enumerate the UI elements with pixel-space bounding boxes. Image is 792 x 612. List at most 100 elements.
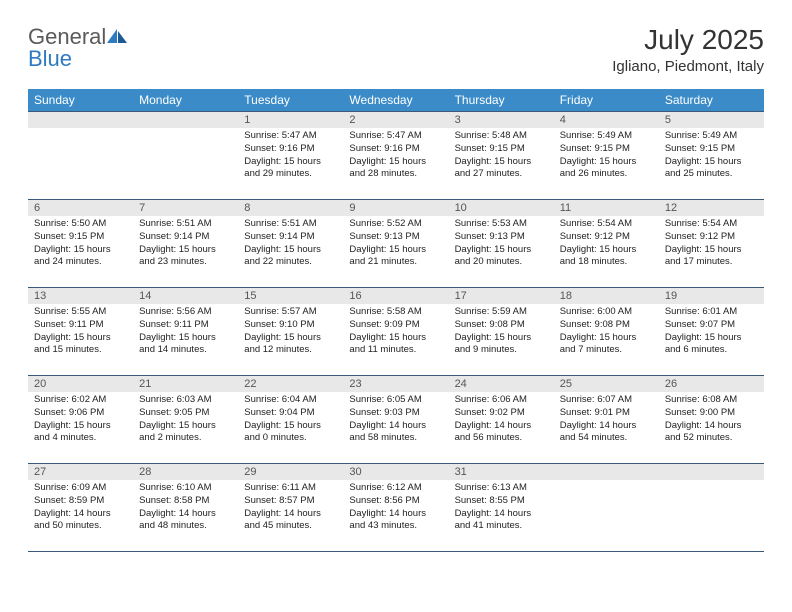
calendar-cell: 24Sunrise: 6:06 AMSunset: 9:02 PMDayligh…: [449, 376, 554, 464]
day-content: [133, 128, 238, 134]
day-number: 22: [238, 376, 343, 392]
day-number: 10: [449, 200, 554, 216]
day-number: 24: [449, 376, 554, 392]
day-content: Sunrise: 6:11 AMSunset: 8:57 PMDaylight:…: [238, 480, 343, 537]
calendar-cell: [28, 112, 133, 200]
header: General July 2025 Igliano, Piedmont, Ita…: [28, 24, 764, 75]
calendar-row: 1Sunrise: 5:47 AMSunset: 9:16 PMDaylight…: [28, 112, 764, 200]
day-number: 1: [238, 112, 343, 128]
day-number: 13: [28, 288, 133, 304]
calendar-body: 1Sunrise: 5:47 AMSunset: 9:16 PMDaylight…: [28, 112, 764, 552]
day-number: 25: [554, 376, 659, 392]
calendar-cell: [554, 464, 659, 552]
day-content: Sunrise: 5:48 AMSunset: 9:15 PMDaylight:…: [449, 128, 554, 185]
day-number: 12: [659, 200, 764, 216]
day-content: Sunrise: 5:57 AMSunset: 9:10 PMDaylight:…: [238, 304, 343, 361]
weekday-header: Wednesday: [343, 89, 448, 112]
calendar-cell: [659, 464, 764, 552]
calendar-cell: 4Sunrise: 5:49 AMSunset: 9:15 PMDaylight…: [554, 112, 659, 200]
day-content: Sunrise: 5:54 AMSunset: 9:12 PMDaylight:…: [554, 216, 659, 273]
calendar-cell: 8Sunrise: 5:51 AMSunset: 9:14 PMDaylight…: [238, 200, 343, 288]
day-number: 21: [133, 376, 238, 392]
calendar-cell: 22Sunrise: 6:04 AMSunset: 9:04 PMDayligh…: [238, 376, 343, 464]
day-number: [554, 464, 659, 480]
day-number: 8: [238, 200, 343, 216]
day-content: Sunrise: 5:58 AMSunset: 9:09 PMDaylight:…: [343, 304, 448, 361]
day-content: Sunrise: 5:47 AMSunset: 9:16 PMDaylight:…: [343, 128, 448, 185]
day-number: [28, 112, 133, 128]
day-number: 29: [238, 464, 343, 480]
day-number: 7: [133, 200, 238, 216]
weekday-header: Monday: [133, 89, 238, 112]
day-number: 19: [659, 288, 764, 304]
weekday-header: Saturday: [659, 89, 764, 112]
day-content: Sunrise: 6:04 AMSunset: 9:04 PMDaylight:…: [238, 392, 343, 449]
calendar-cell: 25Sunrise: 6:07 AMSunset: 9:01 PMDayligh…: [554, 376, 659, 464]
calendar-cell: 15Sunrise: 5:57 AMSunset: 9:10 PMDayligh…: [238, 288, 343, 376]
calendar-cell: 7Sunrise: 5:51 AMSunset: 9:14 PMDaylight…: [133, 200, 238, 288]
day-number: 5: [659, 112, 764, 128]
calendar-cell: 29Sunrise: 6:11 AMSunset: 8:57 PMDayligh…: [238, 464, 343, 552]
weekday-header-row: SundayMondayTuesdayWednesdayThursdayFrid…: [28, 89, 764, 112]
day-content: [28, 128, 133, 134]
day-content: Sunrise: 6:12 AMSunset: 8:56 PMDaylight:…: [343, 480, 448, 537]
calendar-cell: 31Sunrise: 6:13 AMSunset: 8:55 PMDayligh…: [449, 464, 554, 552]
day-content: Sunrise: 5:55 AMSunset: 9:11 PMDaylight:…: [28, 304, 133, 361]
calendar-cell: 12Sunrise: 5:54 AMSunset: 9:12 PMDayligh…: [659, 200, 764, 288]
location: Igliano, Piedmont, Italy: [612, 58, 764, 75]
calendar-row: 20Sunrise: 6:02 AMSunset: 9:06 PMDayligh…: [28, 376, 764, 464]
weekday-header: Sunday: [28, 89, 133, 112]
day-content: [659, 480, 764, 486]
day-number: 18: [554, 288, 659, 304]
calendar-cell: 3Sunrise: 5:48 AMSunset: 9:15 PMDaylight…: [449, 112, 554, 200]
calendar-cell: 17Sunrise: 5:59 AMSunset: 9:08 PMDayligh…: [449, 288, 554, 376]
calendar-cell: 5Sunrise: 5:49 AMSunset: 9:15 PMDaylight…: [659, 112, 764, 200]
day-content: Sunrise: 6:08 AMSunset: 9:00 PMDaylight:…: [659, 392, 764, 449]
day-content: Sunrise: 6:02 AMSunset: 9:06 PMDaylight:…: [28, 392, 133, 449]
day-number: 2: [343, 112, 448, 128]
day-number: 3: [449, 112, 554, 128]
calendar-cell: [133, 112, 238, 200]
day-number: 23: [343, 376, 448, 392]
sail-icon: [106, 28, 128, 44]
calendar-cell: 21Sunrise: 6:03 AMSunset: 9:05 PMDayligh…: [133, 376, 238, 464]
calendar-cell: 1Sunrise: 5:47 AMSunset: 9:16 PMDaylight…: [238, 112, 343, 200]
calendar-cell: 11Sunrise: 5:54 AMSunset: 9:12 PMDayligh…: [554, 200, 659, 288]
calendar-cell: 19Sunrise: 6:01 AMSunset: 9:07 PMDayligh…: [659, 288, 764, 376]
day-content: Sunrise: 6:07 AMSunset: 9:01 PMDaylight:…: [554, 392, 659, 449]
day-number: 28: [133, 464, 238, 480]
day-content: Sunrise: 5:47 AMSunset: 9:16 PMDaylight:…: [238, 128, 343, 185]
day-number: 11: [554, 200, 659, 216]
calendar-cell: 23Sunrise: 6:05 AMSunset: 9:03 PMDayligh…: [343, 376, 448, 464]
calendar-cell: 2Sunrise: 5:47 AMSunset: 9:16 PMDaylight…: [343, 112, 448, 200]
day-number: 6: [28, 200, 133, 216]
calendar-cell: 6Sunrise: 5:50 AMSunset: 9:15 PMDaylight…: [28, 200, 133, 288]
day-number: 31: [449, 464, 554, 480]
calendar-cell: 26Sunrise: 6:08 AMSunset: 9:00 PMDayligh…: [659, 376, 764, 464]
calendar-row: 27Sunrise: 6:09 AMSunset: 8:59 PMDayligh…: [28, 464, 764, 552]
day-number: 4: [554, 112, 659, 128]
calendar-cell: 13Sunrise: 5:55 AMSunset: 9:11 PMDayligh…: [28, 288, 133, 376]
calendar-cell: 10Sunrise: 5:53 AMSunset: 9:13 PMDayligh…: [449, 200, 554, 288]
month-title: July 2025: [612, 24, 764, 56]
day-number: [659, 464, 764, 480]
day-content: Sunrise: 6:13 AMSunset: 8:55 PMDaylight:…: [449, 480, 554, 537]
calendar-cell: 30Sunrise: 6:12 AMSunset: 8:56 PMDayligh…: [343, 464, 448, 552]
calendar-cell: 27Sunrise: 6:09 AMSunset: 8:59 PMDayligh…: [28, 464, 133, 552]
day-content: Sunrise: 6:09 AMSunset: 8:59 PMDaylight:…: [28, 480, 133, 537]
calendar-cell: 28Sunrise: 6:10 AMSunset: 8:58 PMDayligh…: [133, 464, 238, 552]
weekday-header: Friday: [554, 89, 659, 112]
day-number: 16: [343, 288, 448, 304]
day-content: Sunrise: 5:49 AMSunset: 9:15 PMDaylight:…: [659, 128, 764, 185]
day-content: Sunrise: 5:50 AMSunset: 9:15 PMDaylight:…: [28, 216, 133, 273]
day-number: 30: [343, 464, 448, 480]
calendar-cell: 9Sunrise: 5:52 AMSunset: 9:13 PMDaylight…: [343, 200, 448, 288]
day-content: Sunrise: 5:56 AMSunset: 9:11 PMDaylight:…: [133, 304, 238, 361]
day-content: Sunrise: 6:03 AMSunset: 9:05 PMDaylight:…: [133, 392, 238, 449]
calendar-cell: 16Sunrise: 5:58 AMSunset: 9:09 PMDayligh…: [343, 288, 448, 376]
day-content: Sunrise: 5:52 AMSunset: 9:13 PMDaylight:…: [343, 216, 448, 273]
title-block: July 2025 Igliano, Piedmont, Italy: [612, 24, 764, 75]
calendar-row: 6Sunrise: 5:50 AMSunset: 9:15 PMDaylight…: [28, 200, 764, 288]
day-content: Sunrise: 5:49 AMSunset: 9:15 PMDaylight:…: [554, 128, 659, 185]
day-content: Sunrise: 5:53 AMSunset: 9:13 PMDaylight:…: [449, 216, 554, 273]
